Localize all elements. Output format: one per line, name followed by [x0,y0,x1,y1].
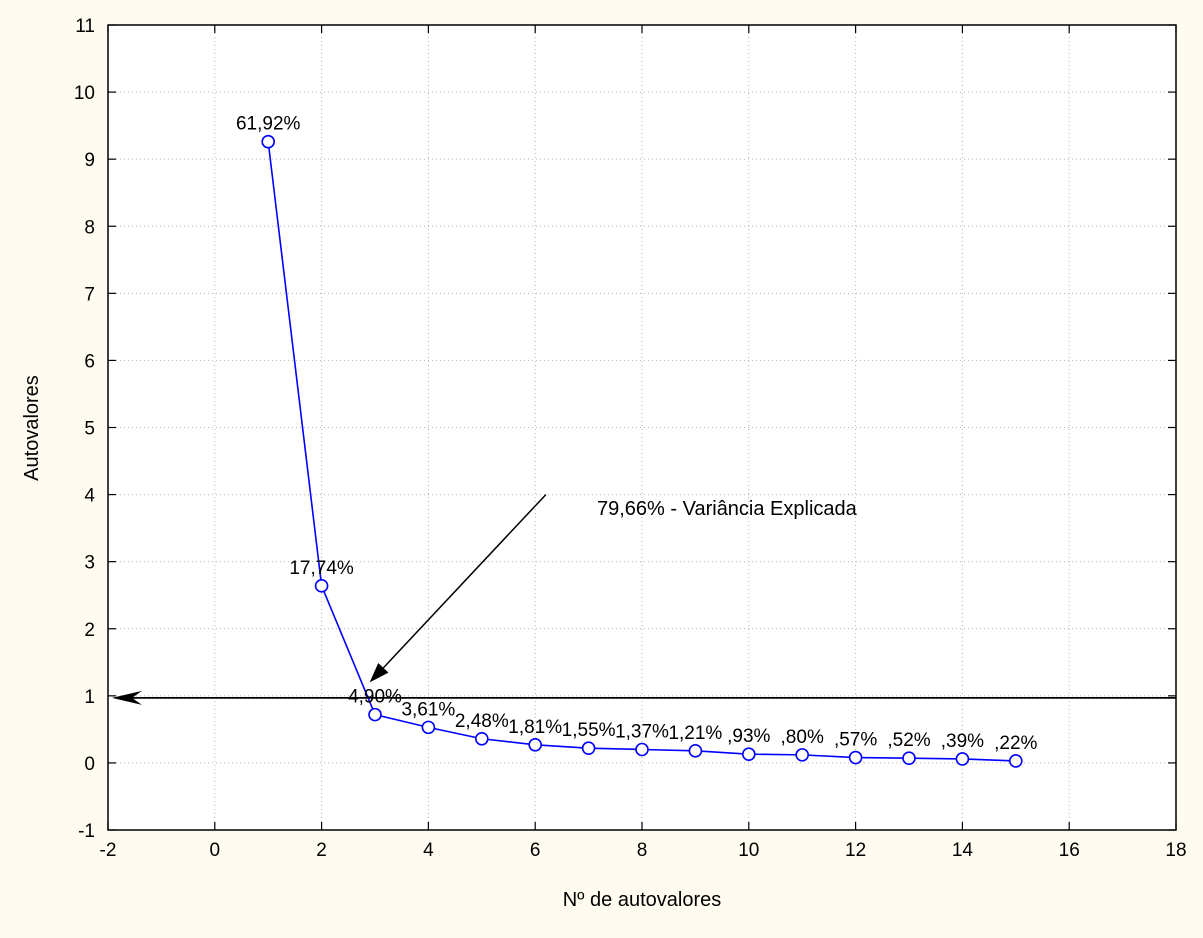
data-label: 2,48% [455,711,509,732]
y-tick-label: 0 [84,754,95,775]
data-label: 61,92% [236,114,301,135]
x-tick-label: 8 [637,840,648,861]
annotation-arrow-head [369,663,389,683]
data-label: ,57% [834,730,877,751]
data-point [955,752,970,766]
annotation-text: 79,66% - Variância Explicada [597,498,858,520]
plot-frame [107,24,1177,831]
data-point [314,579,329,593]
data-label: 3,61% [401,699,455,720]
data-label: 1,81% [508,717,562,738]
data-point [1008,754,1023,768]
x-tick-label: 0 [210,840,221,861]
y-tick-label: 2 [84,620,95,641]
y-tick-label: 3 [84,553,95,574]
y-tick-label: 6 [84,351,95,372]
data-point [795,748,810,762]
data-label: ,93% [727,726,770,747]
x-tick-label: 2 [316,840,327,861]
annotation-group: 79,66% - Variância Explicada [369,494,858,683]
series-group: 61,92% 17,74% 4,90%3,61%2,48% 1,81% 1,55% 1,3… [236,114,1038,768]
data-point [848,750,863,765]
data-label: 1,37% [615,722,669,743]
y-tick-label: 5 [84,419,95,440]
data-label: 4,90% [348,687,402,708]
data-point [421,720,436,735]
x-tick-label: -2 [100,840,117,861]
data-point [635,742,649,757]
data-label: 1,55% [562,720,616,741]
data-label: ,22% [994,733,1037,754]
x-tick-label: 16 [1059,840,1080,861]
data-label: ,52% [887,730,930,751]
x-tick-label: 6 [530,840,541,861]
y-tick-label: 8 [84,217,95,238]
x-tick-label: 12 [845,840,866,861]
data-label: 17,74% [289,558,354,579]
data-point [581,741,596,755]
reference-line-group [112,690,1176,705]
annotation-arrow [382,494,547,669]
data-point [474,731,489,746]
y-tick-label: -1 [78,821,95,842]
x-tick-label: 4 [423,840,434,861]
y-tick-label: 9 [84,150,95,171]
y-tick-label: 4 [84,486,95,507]
data-point [741,747,756,761]
y-axis-title: Autovalores [21,375,43,481]
x-tick-label: 18 [1165,840,1186,861]
x-axis-title: Nº de autovalores [563,889,722,911]
y-tick-label: 7 [84,284,95,305]
x-tick-label: 10 [738,840,759,861]
reference-line-arrow-head [112,690,142,705]
data-point [368,707,382,722]
data-point [528,738,543,752]
y-tick-label: 11 [75,16,95,37]
plot-area-background [108,25,1176,830]
data-point [688,744,703,758]
data-label: ,80% [781,727,824,748]
data-point [902,751,916,766]
data-label: ,39% [941,731,984,752]
y-tick-label: 10 [74,83,95,104]
y-tick-label: 1 [84,687,95,708]
x-tick-label: 14 [952,840,974,861]
data-label: 1,21% [668,723,722,744]
data-point [261,134,276,149]
